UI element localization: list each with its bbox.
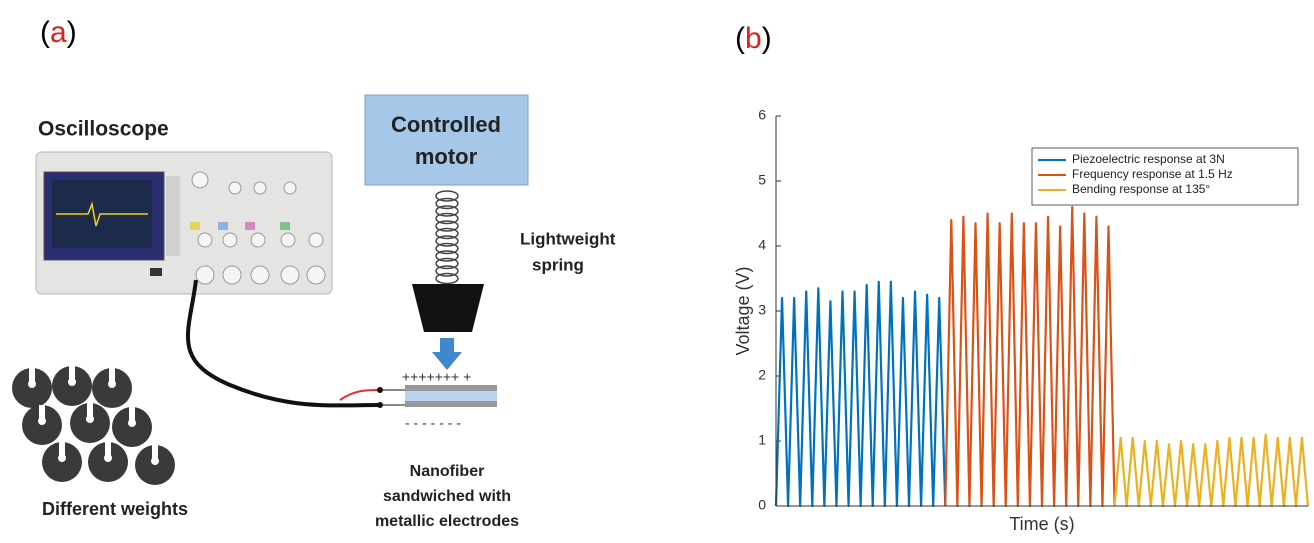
motor-label: motor — [415, 144, 478, 169]
weights-label: Different weights — [42, 499, 188, 519]
paren: ) — [67, 16, 77, 49]
arrow — [432, 338, 462, 370]
motor-label: Controlled — [391, 112, 501, 137]
paren: ) — [762, 22, 772, 55]
legend-label: Piezoelectric response at 3N — [1072, 152, 1225, 166]
weight-holder — [412, 284, 484, 332]
spring-label: spring — [532, 255, 584, 274]
weights — [12, 366, 175, 485]
y-axis-label: Voltage (V) — [733, 266, 753, 355]
oscilloscope — [35, 151, 333, 295]
paren: ( — [40, 16, 50, 49]
nanofiber-label: sandwiched with — [383, 488, 511, 505]
minus-charges: - - - - - - - — [405, 415, 461, 431]
legend-label: Frequency response at 1.5 Hz — [1072, 167, 1233, 181]
paren: ( — [735, 22, 745, 55]
y-tick-label: 0 — [758, 497, 766, 513]
y-tick-label: 1 — [758, 432, 766, 448]
plus-charges: +++++++ + — [402, 369, 471, 385]
wire — [339, 389, 381, 401]
motor-box — [364, 94, 529, 186]
electrode-stack — [405, 385, 497, 407]
cable — [185, 279, 381, 408]
nanofiber-label: metallic electrodes — [375, 513, 519, 530]
spring — [435, 190, 459, 285]
panel-letter: a — [50, 16, 67, 49]
panel-label: (a) — [40, 16, 77, 49]
panel-label: (b) — [735, 22, 772, 55]
nanofiber-label: Nanofiber — [410, 463, 485, 480]
panel-letter: b — [745, 22, 762, 55]
spring-label: Lightweight — [520, 229, 616, 248]
chart: 0 1 2 3 4 5 6 Time (s) Voltage (V) Piezoelectric … — [733, 107, 1310, 534]
legend-label: Bending response at 135° — [1072, 182, 1210, 196]
y-tick-label: 5 — [758, 172, 766, 188]
y-tick-label: 6 — [758, 107, 766, 123]
legend-box — [1031, 147, 1299, 206]
series-line — [1113, 433, 1310, 508]
series-line — [944, 205, 1116, 508]
y-tick-label: 2 — [758, 367, 766, 383]
oscilloscope-label: Oscilloscope — [38, 118, 169, 141]
series-line — [774, 280, 947, 508]
x-axis-label: Time (s) — [1009, 514, 1074, 534]
y-tick-label: 4 — [758, 237, 766, 253]
y-tick-label: 3 — [758, 302, 766, 318]
